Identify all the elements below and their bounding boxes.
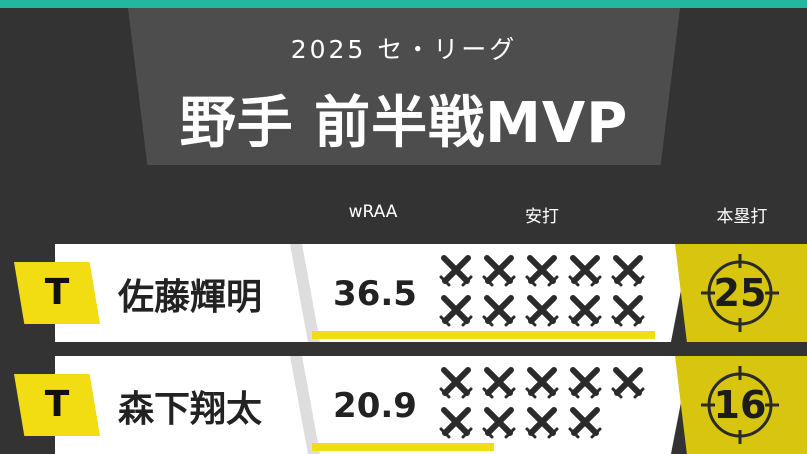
header-panel bbox=[128, 8, 680, 165]
target-icon bbox=[701, 366, 779, 444]
crossed-bats-icon bbox=[438, 292, 474, 328]
crossed-bats-icon bbox=[481, 404, 517, 440]
team-badge bbox=[14, 374, 100, 436]
crossed-bats-icon bbox=[481, 364, 517, 400]
crossed-bats-icon bbox=[438, 404, 474, 440]
crossed-bats-icon bbox=[481, 252, 517, 288]
wraa-value: 20.9 bbox=[333, 386, 417, 426]
hits-icons bbox=[438, 364, 658, 444]
player-row: T 森下翔太 20.9 16 bbox=[0, 356, 807, 454]
wraa-bar bbox=[312, 331, 662, 339]
player-row: T 佐藤輝明 36.5 25 bbox=[0, 244, 807, 342]
team-letter: T bbox=[44, 272, 70, 313]
column-header-hits: 安打 bbox=[525, 207, 559, 227]
crossed-bats-icon bbox=[438, 364, 474, 400]
team-letter: T bbox=[44, 384, 70, 425]
crossed-bats-icon bbox=[567, 252, 603, 288]
crossed-bats-icon bbox=[610, 292, 646, 328]
hits-icons bbox=[438, 252, 658, 332]
row-background bbox=[55, 244, 690, 342]
wraa-value: 36.5 bbox=[333, 274, 417, 314]
target-icon bbox=[701, 254, 779, 332]
crossed-bats-icon bbox=[481, 292, 517, 328]
crossed-bats-icon bbox=[524, 292, 560, 328]
crossed-bats-icon bbox=[567, 404, 603, 440]
column-header-home-runs: 本塁打 bbox=[716, 207, 768, 227]
team-badge bbox=[14, 262, 100, 324]
column-header-wraa: wRAA bbox=[348, 202, 398, 222]
home-run-value: 16 bbox=[713, 383, 767, 427]
crossed-bats-icon bbox=[610, 252, 646, 288]
page-title: 野手 前半戦MVP bbox=[179, 91, 629, 156]
player-name: 森下翔太 bbox=[118, 389, 263, 430]
crossed-bats-icon bbox=[438, 252, 474, 288]
wraa-bar-fill bbox=[312, 331, 655, 339]
subtitle: 2025 セ・リーグ bbox=[290, 35, 518, 64]
crossed-bats-icon bbox=[524, 252, 560, 288]
player-name: 佐藤輝明 bbox=[118, 277, 263, 318]
wraa-bar bbox=[312, 443, 662, 451]
row-background bbox=[55, 356, 690, 454]
crossed-bats-icon bbox=[567, 292, 603, 328]
top-accent-bar bbox=[0, 0, 807, 8]
crossed-bats-icon bbox=[524, 364, 560, 400]
crossed-bats-icon bbox=[524, 404, 560, 440]
home-run-value: 25 bbox=[713, 271, 767, 315]
wraa-bar-fill bbox=[312, 443, 494, 451]
crossed-bats-icon bbox=[610, 364, 646, 400]
crossed-bats-icon bbox=[567, 364, 603, 400]
